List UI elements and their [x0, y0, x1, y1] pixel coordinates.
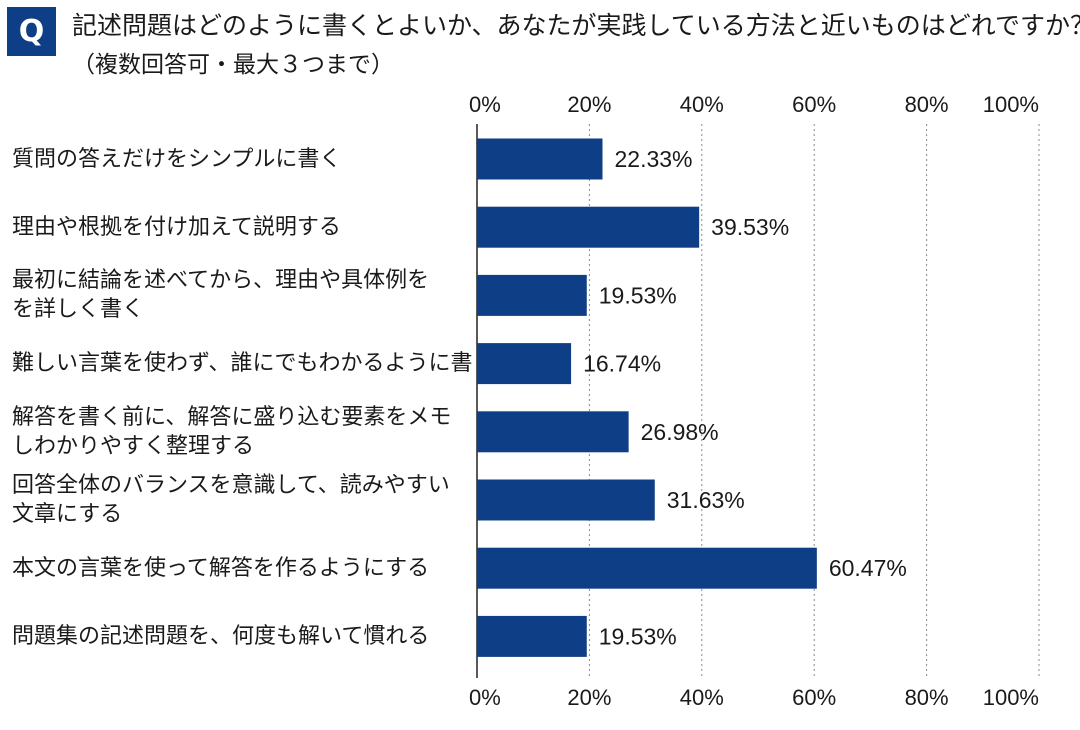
- category-label-line: 回答全体のバランスを意識して、読みやすい: [12, 473, 450, 498]
- bar: [477, 615, 587, 657]
- value-label: 39.53%: [711, 214, 789, 240]
- category-label: 回答全体のバランスを意識して、読みやすい 文章にする: [12, 471, 482, 529]
- bar: [477, 411, 629, 453]
- tick-label-top: 20%: [567, 92, 611, 117]
- category-label: 難しい言葉を使わず、誰にでもわかるように書く: [12, 349, 495, 378]
- value-label: 19.53%: [599, 282, 677, 308]
- tick-label-bottom: 20%: [567, 685, 611, 710]
- bar: [477, 138, 603, 180]
- category-label: 本文の言葉を使って解答を作るようにする: [12, 554, 482, 583]
- category-label-line: 最初に結論を述べてから、理由や具体例を: [12, 268, 430, 294]
- category-label-line: を詳しく書く: [12, 297, 145, 323]
- category-label-line: 難しい言葉を使わず、誰にでもわかるように書く: [12, 351, 495, 377]
- bar: [477, 274, 587, 316]
- bar: [477, 206, 700, 248]
- category-label-line: しわかりやすく整理する: [12, 433, 255, 459]
- category-label: 解答を書く前に、解答に盛り込む要素をメモ しわかりやすく整理する: [12, 403, 482, 461]
- value-label: 19.53%: [599, 623, 677, 649]
- tick-label-bottom: 40%: [680, 685, 724, 710]
- category-label: 最初に結論を述べてから、理由や具体例を を詳しく書く: [12, 266, 482, 324]
- category-label: 問題集の記述問題を、何度も解いて慣れる: [12, 622, 482, 651]
- tick-label-top: 0%: [469, 92, 501, 117]
- category-label-line: 問題集の記述問題を、何度も解いて慣れる: [12, 623, 430, 649]
- bar: [477, 343, 572, 385]
- tick-label-top: 80%: [905, 92, 949, 117]
- value-label: 26.98%: [641, 419, 719, 445]
- tick-label-bottom: 80%: [905, 685, 949, 710]
- value-label: 60.47%: [829, 555, 907, 581]
- question-subtitle: （複数回答可・最大３つまで）: [72, 52, 394, 78]
- tick-label-bottom: 0%: [469, 685, 501, 710]
- category-label-line: 本文の言葉を使って解答を作るようにする: [12, 555, 430, 581]
- bar: [477, 479, 655, 521]
- value-label: 31.63%: [667, 487, 745, 513]
- tick-label-top: 100%: [983, 92, 1039, 117]
- category-label: 理由や根拠を付け加えて説明する: [12, 213, 482, 242]
- tick-label-top: 60%: [792, 92, 836, 117]
- question-badge: Q: [7, 7, 56, 56]
- category-label-line: 文章にする: [12, 502, 123, 527]
- question-title: 記述問題はどのように書くとよいか、あなたが実践している方法と近いものはどれですか…: [72, 11, 1080, 40]
- tick-label-bottom: 100%: [983, 685, 1039, 710]
- category-label: 質問の答えだけをシンプルに書く: [12, 145, 482, 174]
- category-label-line: 理由や根拠を付け加えて説明する: [12, 214, 341, 240]
- value-label: 16.74%: [583, 351, 661, 377]
- tick-label-bottom: 60%: [792, 685, 836, 710]
- category-label-line: 質問の答えだけをシンプルに書く: [12, 146, 342, 172]
- bar: [477, 547, 817, 589]
- tick-label-top: 40%: [680, 92, 724, 117]
- value-label: 22.33%: [614, 146, 692, 172]
- category-label-line: 解答を書く前に、解答に盛り込む要素をメモ: [12, 404, 452, 430]
